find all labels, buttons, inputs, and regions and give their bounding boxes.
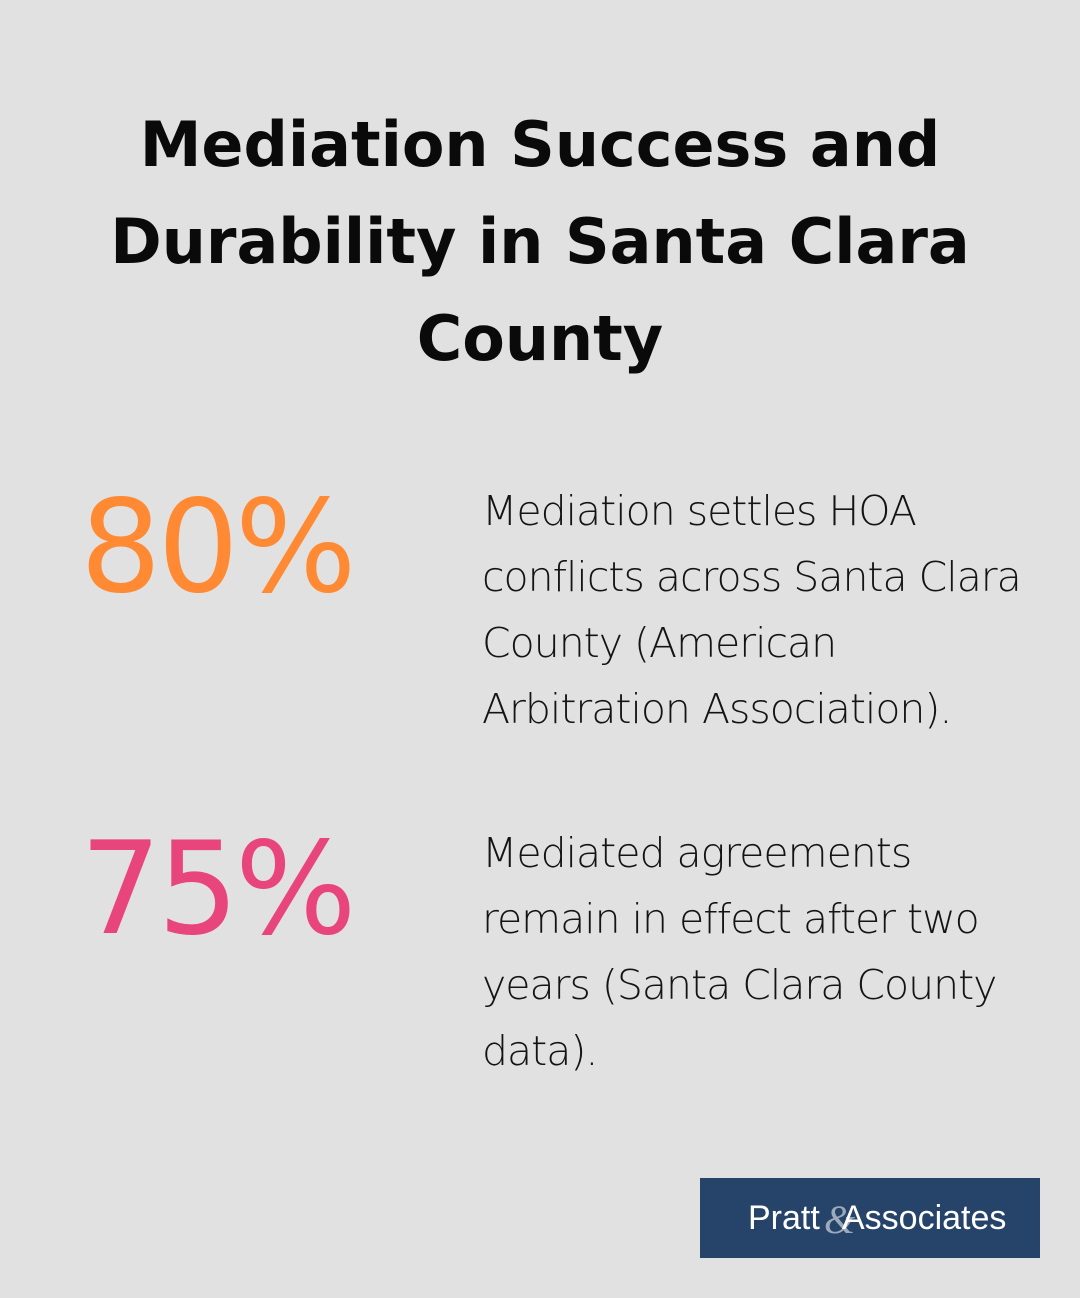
- company-logo: Pratt & Associates: [700, 1178, 1040, 1258]
- stat-value: 75%: [80, 815, 357, 964]
- page-title: Mediation Success and Durability in Sant…: [110, 108, 970, 375]
- stat-description: Mediation settles HOA conflicts across S…: [482, 487, 1022, 733]
- svg-text:Pratt: Pratt: [748, 1199, 820, 1237]
- svg-text:&: &: [824, 1197, 855, 1242]
- stat-value: 80%: [80, 473, 357, 622]
- logo-wordmark: Pratt & Associates: [748, 1197, 1006, 1242]
- svg-text:Associates: Associates: [842, 1199, 1006, 1237]
- stat-description: Mediated agreements remain in effect aft…: [482, 829, 997, 1075]
